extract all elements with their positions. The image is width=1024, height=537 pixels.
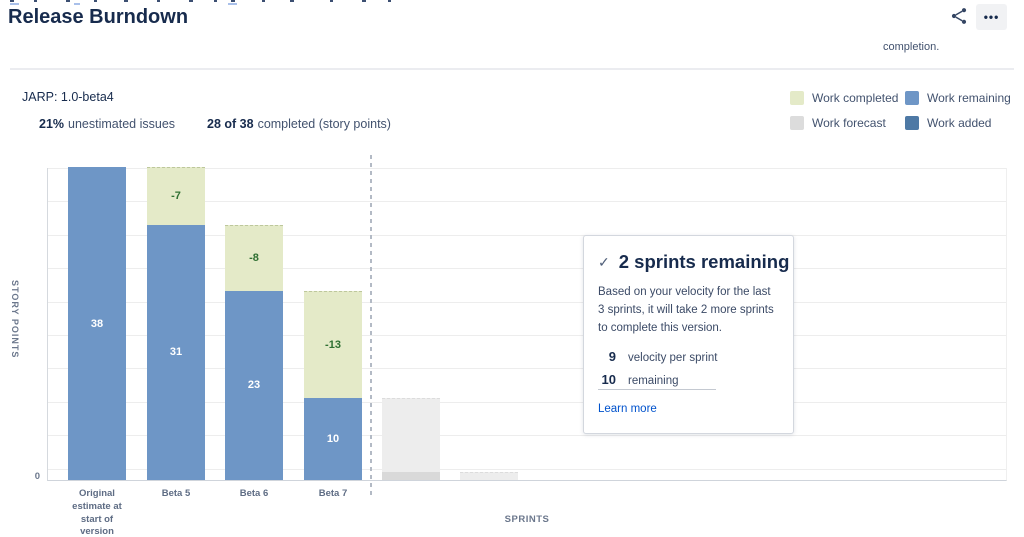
legend-swatch	[790, 91, 804, 105]
stat-unestimated-value: 21%	[39, 117, 65, 131]
x-axis-category-label: Beta 5	[161, 488, 191, 499]
bar-segment-completed[interactable]: -8	[225, 224, 283, 291]
check-icon: ✓	[598, 253, 610, 270]
legend-swatch	[790, 116, 804, 130]
bar-segment-forecast[interactable]	[460, 471, 518, 480]
forecast-bar[interactable]	[460, 471, 518, 480]
chart-legend: Work completed Work remaining Work forecas…	[790, 91, 1011, 130]
bar-segment-remaining[interactable]: 10	[304, 397, 362, 480]
legend-label: Work forecast	[812, 116, 886, 130]
legend-swatch	[905, 91, 919, 105]
gridline	[48, 401, 1006, 403]
description-last-line: completion.	[883, 41, 940, 53]
more-actions-button[interactable]: •••	[976, 4, 1007, 30]
gridline	[48, 335, 1006, 336]
legend-label: Work remaining	[927, 91, 1011, 105]
learn-more-link[interactable]: Learn more	[598, 403, 657, 416]
bar-value-label: 31	[169, 346, 183, 359]
legend-item-work-completed: Work completed	[790, 91, 905, 105]
insight-panel: ✓ 2 sprints remaining Based on your velo…	[583, 235, 794, 435]
legend-label: Work added	[927, 116, 992, 130]
plot-area: 38 Original estimate at start of version -…	[47, 167, 1007, 537]
share-button[interactable]	[945, 5, 973, 31]
share-icon	[949, 6, 969, 31]
version-label: JARP: 1.0-beta4	[22, 90, 114, 104]
y-axis-title: STORY POINTS	[10, 280, 20, 359]
forecast-divider-line	[370, 155, 372, 498]
metric-remaining: 10 remaining	[598, 372, 779, 387]
bar-value-label: 23	[247, 379, 261, 392]
bar-segment-completed[interactable]: -7	[147, 167, 205, 225]
bar-value-label: -7	[171, 190, 181, 203]
bar-value-label: 10	[326, 432, 340, 445]
bar-segment-forecast[interactable]	[382, 397, 440, 472]
legend-item-work-forecast: Work forecast	[790, 116, 905, 130]
gridline	[48, 301, 1006, 303]
metric-velocity-label: velocity per sprint	[628, 352, 718, 365]
metrics-divider	[598, 389, 716, 391]
x-axis-category-label: Beta 7	[318, 488, 348, 499]
page-title: Release Burndown	[8, 6, 189, 28]
gridline	[48, 268, 1006, 270]
insight-metrics: 9 velocity per sprint 10 remaining	[598, 349, 779, 391]
bar-segment-remaining[interactable]: 31	[147, 224, 205, 480]
gridline	[48, 168, 1006, 169]
bar-segment-forecast_remaining[interactable]	[382, 471, 440, 480]
legend-swatch	[905, 116, 919, 130]
metric-velocity-value: 9	[608, 349, 616, 365]
stat-unestimated-label: unestimated issues	[68, 117, 176, 131]
bar-value-label: 38	[90, 317, 104, 330]
x-axis-title: SPRINTS	[504, 514, 550, 525]
insight-heading: 2 sprints remaining	[618, 251, 790, 272]
x-axis-category-label: Beta 6	[239, 488, 269, 499]
bar-segment-remaining[interactable]: 38	[68, 167, 126, 480]
insight-body: Based on your velocity for the last 3 sp…	[598, 286, 774, 334]
bar-value-label: -8	[249, 252, 259, 265]
sprint-bar[interactable]: -8 23	[225, 224, 283, 480]
bar-segment-completed[interactable]: -13	[304, 290, 362, 398]
gridline	[48, 368, 1006, 370]
x-axis-category-label: Original estimate at start of version	[72, 488, 122, 537]
stat-completed-label: completed (story points)	[257, 117, 391, 131]
stat-completed-value: 28 of 38	[207, 117, 254, 131]
sprint-bar[interactable]: -7 31	[147, 167, 205, 480]
y-axis-tick-0: 0	[34, 471, 40, 482]
forecast-bar[interactable]	[382, 397, 440, 480]
gridline	[48, 234, 1006, 236]
gridline	[48, 468, 1006, 470]
gridline	[48, 201, 1006, 203]
legend-item-work-remaining: Work remaining	[905, 91, 1011, 105]
metric-remaining-value: 10	[601, 372, 616, 388]
stat-unestimated: 21% unestimated issues	[39, 117, 175, 131]
sprint-bar[interactable]: 38	[68, 167, 126, 480]
legend-item-work-added: Work added	[905, 116, 1011, 130]
stat-completed: 28 of 38 completed (story points)	[207, 117, 391, 131]
bar-value-label: -13	[325, 338, 341, 351]
metric-remaining-label: remaining	[628, 375, 679, 388]
ellipsis-icon: •••	[983, 10, 1000, 24]
bar-segment-remaining[interactable]: 23	[225, 290, 283, 480]
header-divider	[10, 68, 1014, 70]
gridline	[48, 435, 1006, 437]
metric-velocity: 9 velocity per sprint	[598, 349, 779, 364]
sprint-bar[interactable]: -13 10	[304, 290, 362, 480]
legend-label: Work completed	[812, 91, 899, 105]
